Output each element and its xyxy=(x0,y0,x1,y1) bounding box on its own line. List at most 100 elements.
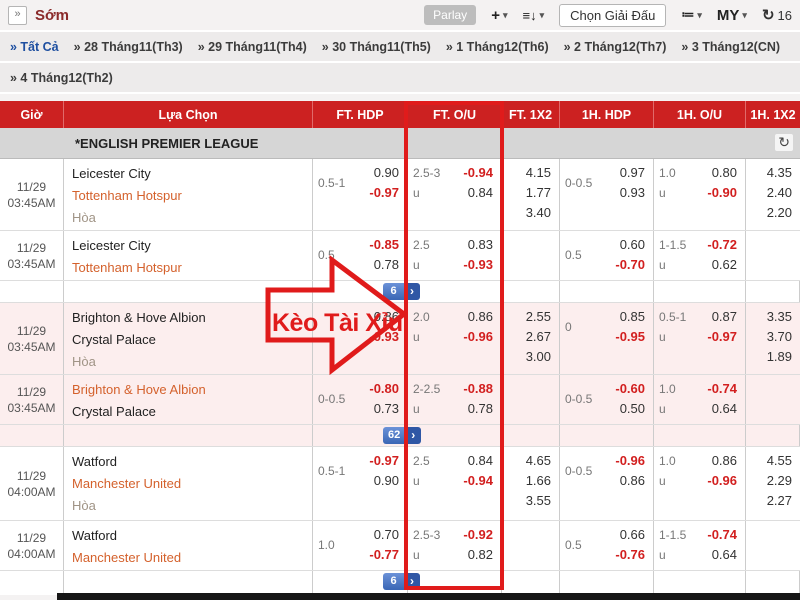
odds-value[interactable]: -0.94 xyxy=(463,473,493,488)
team-away[interactable]: Tottenham Hotspur xyxy=(72,260,182,275)
league-refresh-icon[interactable]: ↻ xyxy=(775,134,793,151)
odds-value[interactable]: 0.93 xyxy=(619,185,645,200)
odds-value[interactable]: -0.94 xyxy=(463,165,493,180)
filter-date[interactable]: » 1 Tháng12(Th6) xyxy=(445,39,549,54)
odds-value[interactable]: 0.86 xyxy=(373,309,399,324)
odds-value[interactable]: 0.64 xyxy=(711,401,737,416)
odds-value[interactable]: -0.96 xyxy=(615,453,645,468)
odds-value[interactable]: 0.84 xyxy=(467,453,493,468)
more-bets-button[interactable]: 62 › xyxy=(383,427,422,444)
odds-value[interactable]: -0.96 xyxy=(463,329,493,344)
team-home[interactable]: Watford xyxy=(72,528,118,543)
odds-value[interactable]: 2.29 xyxy=(766,473,792,488)
team-home[interactable]: Watford xyxy=(72,454,118,469)
odds-value[interactable]: 1.66 xyxy=(525,473,551,488)
odds-value[interactable]: -0.92 xyxy=(463,527,493,542)
odds-value[interactable]: -0.77 xyxy=(369,547,399,562)
odds-value[interactable]: 0.90 xyxy=(373,473,399,488)
odds-value[interactable]: -0.72 xyxy=(707,237,737,252)
odds-value[interactable]: 0.66 xyxy=(619,527,645,542)
team-away[interactable]: Crystal Palace xyxy=(72,332,156,347)
odds-value[interactable]: 4.55 xyxy=(766,453,792,468)
odds-value[interactable]: 0.85 xyxy=(619,309,645,324)
odds-value[interactable]: -0.95 xyxy=(615,329,645,344)
odds-value[interactable]: 0.82 xyxy=(467,547,493,562)
team-away[interactable]: Tottenham Hotspur xyxy=(72,188,182,203)
odds-value[interactable]: 1.77 xyxy=(525,185,551,200)
odds-value[interactable]: 0.86 xyxy=(467,309,493,324)
expand-button[interactable]: » xyxy=(8,5,27,25)
view-list-button[interactable]: ≔ ▾ xyxy=(681,7,702,23)
odds-value[interactable]: 3.55 xyxy=(525,493,551,508)
odds-value[interactable]: -0.97 xyxy=(369,453,399,468)
odds-value[interactable]: -0.93 xyxy=(369,329,399,344)
odds-value[interactable]: -0.90 xyxy=(707,185,737,200)
odds-value[interactable]: -0.88 xyxy=(463,381,493,396)
refresh-control[interactable]: ↻ 16 xyxy=(762,6,792,24)
odds-value[interactable]: 0.70 xyxy=(373,527,399,542)
odds-value[interactable]: 0.64 xyxy=(711,547,737,562)
odds-value[interactable]: 3.40 xyxy=(525,205,551,220)
odds-value[interactable]: 3.70 xyxy=(766,329,792,344)
odds-value[interactable]: -0.80 xyxy=(369,381,399,396)
team-away[interactable]: Manchester United xyxy=(72,550,182,565)
odds-value[interactable]: 0.86 xyxy=(711,453,737,468)
team-home[interactable]: Brighton & Hove Albion xyxy=(72,382,206,397)
odds-value[interactable]: 0.78 xyxy=(373,257,399,272)
filter-date[interactable]: » 2 Tháng12(Th7) xyxy=(563,39,667,54)
team-away[interactable]: Manchester United xyxy=(72,476,182,491)
odds-value[interactable]: 0.97 xyxy=(619,165,645,180)
parlay-button[interactable]: Parlay xyxy=(424,5,477,25)
odds-value[interactable]: -0.97 xyxy=(369,185,399,200)
choose-league-button[interactable]: Chọn Giải Đấu xyxy=(559,3,667,27)
odds-value[interactable]: 0.73 xyxy=(373,401,399,416)
odds-value[interactable]: 2.27 xyxy=(766,493,792,508)
odds-value[interactable]: 0.78 xyxy=(467,401,493,416)
add-button[interactable]: + ▾ xyxy=(491,7,507,24)
odds-value[interactable]: 0.83 xyxy=(467,237,493,252)
odds-value[interactable]: -0.76 xyxy=(615,547,645,562)
team-away[interactable]: Crystal Palace xyxy=(72,404,156,419)
odds-value[interactable]: -0.74 xyxy=(707,527,737,542)
odds-value[interactable]: -0.97 xyxy=(707,329,737,344)
filter-date[interactable]: » 29 Tháng11(Th4) xyxy=(197,39,307,54)
odds-value[interactable]: 0.60 xyxy=(619,237,645,252)
odds-value[interactable]: 0.90 xyxy=(373,165,399,180)
odds-value[interactable]: 1.89 xyxy=(766,349,792,364)
odds-value[interactable]: 0.87 xyxy=(711,309,737,324)
filter-all[interactable]: » Tất Cả xyxy=(10,39,59,54)
filter-date[interactable]: » 28 Tháng11(Th3) xyxy=(73,39,183,54)
draw-option[interactable]: Hòa xyxy=(72,210,96,225)
odds-value[interactable]: 0.50 xyxy=(619,401,645,416)
filter-date[interactable]: » 30 Tháng11(Th5) xyxy=(321,39,431,54)
odds-value[interactable]: 3.35 xyxy=(766,309,792,324)
filter-date[interactable]: » 4 Tháng12(Th2) xyxy=(10,70,113,85)
odds-value[interactable]: 0.86 xyxy=(619,473,645,488)
more-bets-button[interactable]: 6 › xyxy=(383,573,420,590)
sort-button[interactable]: ≡↓ ▾ xyxy=(522,8,544,23)
odds-value[interactable]: 0.62 xyxy=(711,257,737,272)
draw-option[interactable]: Hòa xyxy=(72,498,96,513)
more-bets-button[interactable]: 6 › xyxy=(383,283,420,300)
odds-value[interactable]: 2.67 xyxy=(525,329,551,344)
odds-value[interactable]: 2.40 xyxy=(766,185,792,200)
odds-value[interactable]: 2.20 xyxy=(766,205,792,220)
odds-value[interactable]: -0.93 xyxy=(463,257,493,272)
odds-value[interactable]: -0.74 xyxy=(707,381,737,396)
odds-value[interactable]: 4.65 xyxy=(525,453,551,468)
team-home[interactable]: Leicester City xyxy=(72,166,151,181)
odds-value[interactable]: -0.96 xyxy=(707,473,737,488)
draw-option[interactable]: Hòa xyxy=(72,354,96,369)
odds-value[interactable]: 4.35 xyxy=(766,165,792,180)
odds-value[interactable]: -0.60 xyxy=(615,381,645,396)
odds-value[interactable]: 2.55 xyxy=(525,309,551,324)
odds-value[interactable]: 0.80 xyxy=(711,165,737,180)
odds-value[interactable]: -0.70 xyxy=(615,257,645,272)
odds-value[interactable]: -0.85 xyxy=(369,237,399,252)
filter-date[interactable]: » 3 Tháng12(CN) xyxy=(681,39,781,54)
team-home[interactable]: Leicester City xyxy=(72,238,151,253)
odds-value[interactable]: 0.84 xyxy=(467,185,493,200)
odds-value[interactable]: 4.15 xyxy=(525,165,551,180)
team-home[interactable]: Brighton & Hove Albion xyxy=(72,310,206,325)
odds-value[interactable]: 3.00 xyxy=(525,349,551,364)
